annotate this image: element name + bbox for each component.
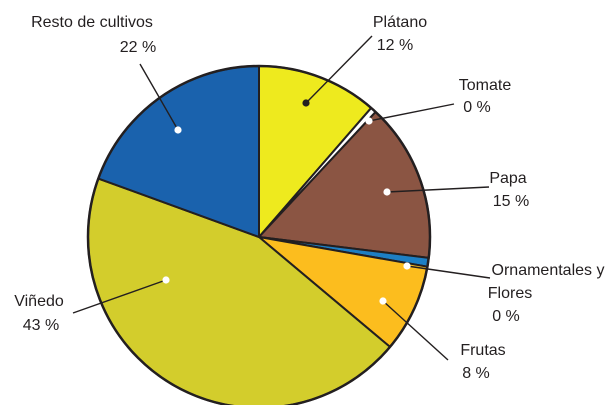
leader-dot-frutas (379, 297, 387, 305)
label-papa-value: 15 % (493, 193, 529, 210)
leader-line-ornamentales-y-flores (406, 265, 491, 279)
leader-dot-platano (302, 99, 310, 107)
leader-dot-tomate (365, 117, 373, 125)
leader-dot-vinedo (162, 276, 170, 284)
leader-line-vinedo (72, 279, 167, 314)
label-ornamentales-flores: Flores (488, 285, 532, 302)
slice-labels: Resto de cultivos 22 % Plátano 12 % Toma… (14, 14, 604, 382)
label-vinedo-name: Viñedo (14, 293, 64, 310)
label-resto-name: Resto de cultivos (31, 14, 153, 31)
leader-line-frutas (382, 300, 449, 361)
label-frutas-value: 8 % (462, 365, 490, 382)
label-ornamentales-name: Ornamentales y (492, 262, 605, 279)
label-platano-value: 12 % (377, 37, 413, 54)
leader-line-tomate (368, 103, 455, 122)
pie-outline (86, 64, 432, 405)
label-vinedo-value: 43 % (23, 317, 59, 334)
leader-lines (72, 35, 491, 361)
pie-slices (86, 64, 432, 405)
leader-line-papa (386, 186, 490, 193)
label-tomate-name: Tomate (459, 77, 512, 94)
label-ornamentales-value: 0 % (492, 308, 520, 325)
label-tomate-value: 0 % (463, 99, 491, 116)
leader-line-resto-de-cultivos (139, 63, 179, 131)
label-resto-value: 22 % (120, 39, 156, 56)
leader-dot-papa (383, 188, 391, 196)
leader-line-platano (305, 35, 373, 104)
leader-dot-resto-de-cultivos (174, 126, 182, 134)
label-frutas-name: Frutas (460, 342, 505, 359)
label-platano-name: Plátano (373, 14, 427, 31)
leader-dot-ornamentales-y-flores (403, 262, 411, 270)
label-papa-name: Papa (489, 170, 526, 187)
